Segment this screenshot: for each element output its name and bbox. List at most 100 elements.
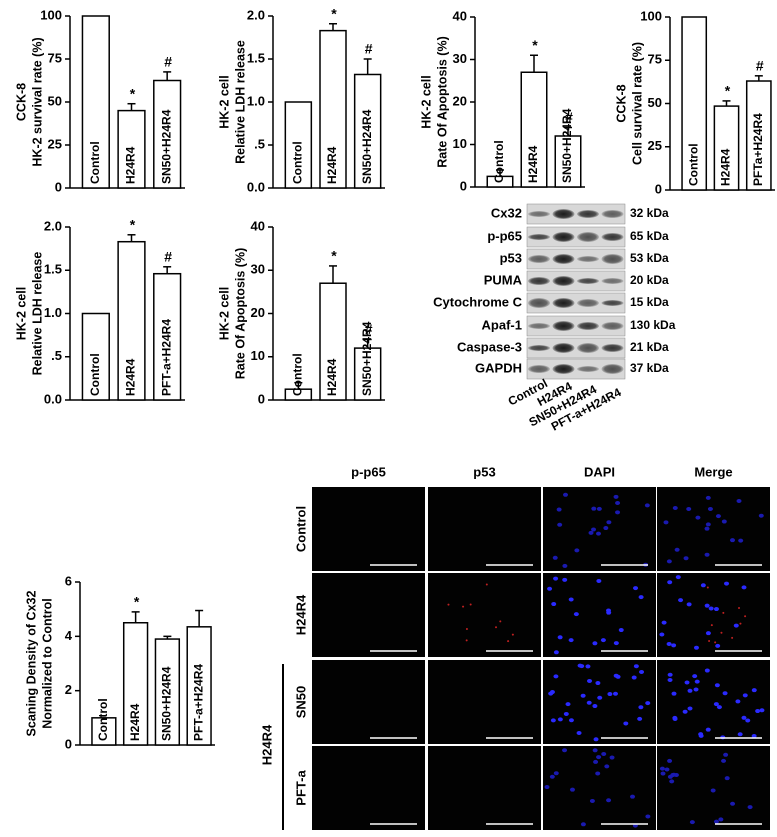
nucleus — [704, 552, 710, 557]
nucleus — [591, 527, 597, 532]
nucleus — [659, 632, 665, 637]
error-bar — [163, 266, 172, 274]
nucleus — [595, 681, 601, 686]
y-tick-label: 10 — [251, 348, 265, 363]
column-header: p-p65 — [351, 464, 386, 479]
category-label: H24R4 — [128, 703, 142, 741]
nucleus — [600, 638, 606, 643]
nucleus — [713, 607, 719, 612]
nucleus — [547, 586, 553, 591]
nucleus — [596, 578, 602, 583]
bar — [81, 312, 110, 401]
blot-band — [528, 345, 550, 351]
nucleus — [633, 664, 639, 669]
nucleus — [580, 822, 586, 827]
bar — [91, 717, 117, 746]
error-bar — [163, 71, 172, 81]
blot-band — [577, 299, 599, 307]
nucleus — [664, 767, 670, 772]
blot-size-label: 32 kDa — [630, 206, 669, 220]
category-label: Control — [96, 698, 110, 741]
blot-band — [528, 211, 550, 217]
bar — [284, 101, 313, 189]
column-header: DAPI — [584, 464, 615, 479]
nucleus — [645, 701, 651, 706]
y-axis-label: Scaning Density of Cx32 — [24, 591, 38, 737]
y-axis-label: HK-2 cell — [217, 75, 231, 129]
nucleus — [549, 774, 555, 779]
blot-size-label: 53 kDa — [630, 251, 669, 265]
micrograph — [428, 660, 541, 744]
y-tick-label: 30 — [251, 262, 265, 277]
nucleus — [638, 705, 644, 710]
nucleus — [751, 734, 757, 739]
row-label: SN50 — [293, 686, 308, 719]
blot-band — [552, 298, 575, 308]
blot-band — [528, 323, 550, 329]
nucleus — [639, 669, 645, 674]
category-label: Control — [492, 140, 506, 183]
nucleus — [568, 597, 574, 602]
category-label: Control — [686, 143, 700, 186]
nucleus — [586, 700, 592, 705]
blot-band — [601, 210, 624, 218]
significance-marker: * — [331, 5, 337, 21]
significance-marker: * — [331, 248, 337, 264]
blot-band — [601, 322, 624, 330]
y-tick-label: 75 — [648, 52, 662, 67]
nucleus — [730, 801, 736, 806]
nucleus — [716, 705, 722, 710]
nucleus — [721, 519, 727, 524]
y-tick-label: 0.0 — [247, 179, 265, 194]
stain-dot — [469, 603, 472, 606]
nucleus — [673, 773, 679, 778]
y-axis-label: Normalized to Control — [40, 598, 54, 729]
category-label: H24R4 — [124, 358, 138, 396]
nucleus — [592, 748, 598, 753]
nucleus — [686, 602, 692, 607]
y-tick-label: 10 — [453, 136, 467, 151]
y-axis-label: Relative LDH release — [233, 40, 247, 164]
nucleus — [597, 695, 603, 700]
error-bar — [530, 54, 538, 73]
nucleus — [553, 771, 559, 776]
y-tick-label: 30 — [453, 51, 467, 66]
nucleus — [631, 675, 637, 680]
nucleus — [759, 708, 765, 713]
nucleus — [595, 531, 601, 536]
stain-dot — [720, 631, 723, 634]
nucleus — [724, 581, 730, 586]
nucleus — [729, 538, 735, 543]
category-label: SN50+H24R4 — [560, 108, 574, 183]
nucleus — [609, 755, 615, 760]
stain-dot — [511, 633, 514, 636]
category-label: PFTa+H24R4 — [751, 113, 765, 186]
nucleus — [603, 526, 609, 531]
stain-dot — [738, 606, 741, 609]
blot-strip — [526, 270, 626, 292]
blot-protein-label: Cx32 — [491, 205, 522, 220]
blot-strip — [526, 226, 626, 248]
blot-band — [577, 256, 599, 262]
nucleus — [551, 602, 557, 607]
nucleus — [704, 668, 710, 673]
nucleus — [591, 506, 597, 511]
nucleus — [659, 766, 665, 771]
blot-band — [552, 209, 575, 219]
stain-dot — [739, 622, 742, 625]
nucleus — [692, 674, 698, 679]
bar — [319, 282, 347, 401]
nucleus — [563, 711, 569, 716]
nucleus — [596, 506, 602, 511]
nucleus — [686, 506, 692, 511]
nucleus — [682, 709, 688, 714]
y-tick-label: 6 — [65, 573, 72, 588]
y-tick-label: 100 — [40, 7, 62, 22]
y-tick-label: 25 — [648, 138, 662, 153]
nucleus — [552, 555, 558, 560]
nucleus — [667, 672, 673, 677]
nucleus — [675, 575, 681, 580]
blot-band — [601, 233, 624, 241]
nucleus — [666, 559, 672, 564]
y-axis-label: HK-2 cell — [217, 287, 231, 341]
